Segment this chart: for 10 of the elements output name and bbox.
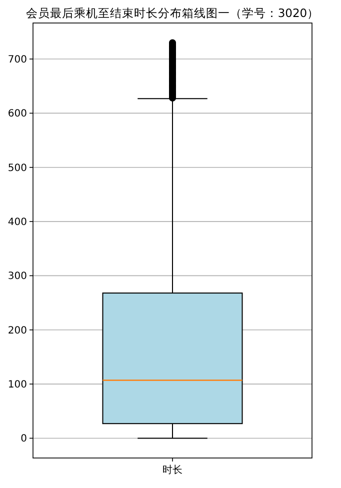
y-tick-label: 400 xyxy=(8,217,27,228)
y-tick-label: 200 xyxy=(8,325,27,336)
chart-title: 会员最后乘机至结束时长分布箱线图一（学号：3020） xyxy=(26,6,320,20)
y-tick-label: 600 xyxy=(8,108,27,120)
y-tick-label: 100 xyxy=(8,380,27,391)
y-tick-label: 700 xyxy=(8,54,27,66)
y-tick-label: 500 xyxy=(8,162,27,174)
y-tick-label: 0 xyxy=(20,434,27,445)
y-tick-label: 300 xyxy=(8,271,27,282)
x-tick-label: 时长 xyxy=(162,464,182,476)
